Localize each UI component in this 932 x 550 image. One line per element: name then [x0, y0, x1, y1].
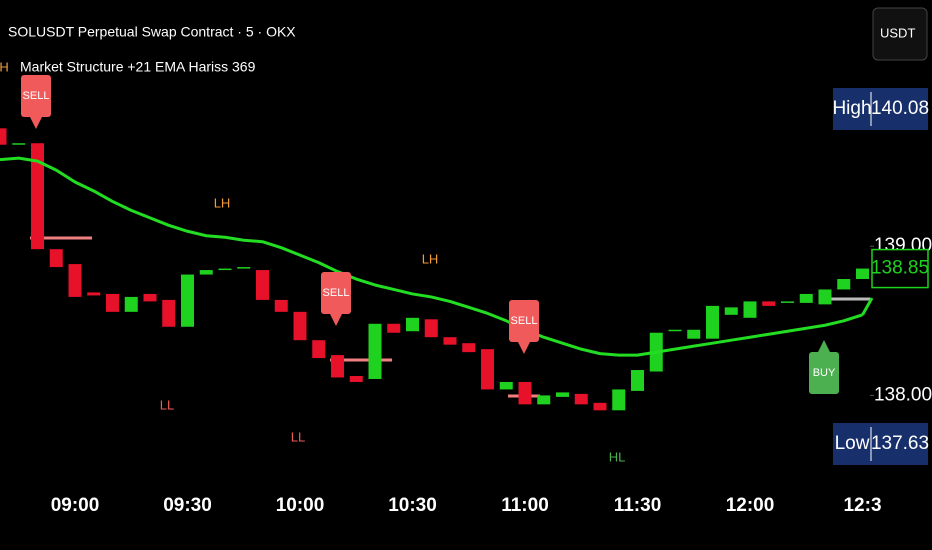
ema-line [0, 156, 863, 357]
candle-body [668, 329, 682, 332]
structure-label: LH [214, 195, 231, 210]
candle-body [743, 301, 757, 318]
candle-body [368, 323, 382, 379]
candle-body [387, 323, 401, 333]
candles [0, 128, 869, 411]
candle-body [143, 293, 157, 302]
info-value: 137.63 [871, 433, 929, 454]
candle-body [537, 395, 551, 405]
signal-pointer [818, 340, 830, 352]
ema-tail [861, 297, 874, 316]
structure-label: LL [291, 429, 305, 444]
candle-body [237, 267, 251, 269]
candle-body [124, 296, 138, 312]
last-price-box [871, 248, 929, 289]
candle-body [218, 268, 232, 271]
info-value: 140.08 [871, 98, 929, 119]
candle-body [162, 299, 176, 327]
signal-label: BUY [813, 367, 836, 379]
last-price: 138.85 [871, 258, 929, 279]
candle-body [106, 293, 119, 312]
candle-body [0, 128, 7, 145]
signal-box [509, 300, 539, 342]
signal-label: SELL [23, 90, 50, 102]
indicator-name: Market Structure +21 EMA Hariss 369 [20, 59, 256, 75]
candle-body [31, 143, 44, 250]
candle-body [481, 349, 494, 390]
candle-body [406, 317, 419, 332]
candle-body [181, 274, 194, 327]
candle-body [706, 305, 719, 339]
chart-title: SOLUSDT Perpetual Swap Contract · 5 · OK… [8, 24, 296, 40]
candle-body [499, 381, 513, 390]
currency-button[interactable] [872, 7, 928, 61]
candle-body [818, 289, 832, 305]
info-box [833, 423, 928, 465]
structure-label: LL [160, 397, 174, 412]
info-box [833, 88, 928, 130]
candle-body [293, 311, 307, 341]
y-tick-label: 138.00 [874, 384, 932, 405]
candle-body [631, 370, 644, 391]
x-tick-label: 10:00 [276, 495, 325, 516]
candle-body [856, 268, 869, 280]
candle-body [331, 355, 344, 378]
candle-body [12, 143, 26, 145]
signal-label: SELL [511, 315, 538, 327]
x-tick-label: 09:00 [51, 495, 100, 516]
candle-body [256, 270, 269, 300]
candle-body [87, 292, 101, 296]
candle-body [274, 299, 288, 312]
candle-body [724, 307, 738, 315]
x-tick-label: 12:3 [843, 495, 881, 516]
signal-box [321, 272, 351, 314]
candle-body [462, 343, 476, 353]
candle-body [799, 293, 813, 303]
signal-box [809, 352, 839, 394]
candle-body [593, 402, 607, 411]
signal-box [21, 75, 51, 117]
candle-body [312, 340, 326, 359]
x-tick-label: 12:00 [726, 495, 775, 516]
candle-body [837, 279, 851, 290]
candle-body [687, 329, 701, 339]
candle-body [49, 249, 63, 268]
structure-label: LH [422, 251, 439, 266]
x-tick-label: 10:30 [388, 495, 437, 516]
candle-body [349, 376, 363, 382]
candle-body [199, 270, 213, 275]
info-label: Low [835, 433, 870, 454]
candle-body [443, 337, 457, 345]
candle-body [781, 301, 794, 303]
candle-body [424, 319, 438, 338]
candle-body [612, 389, 626, 411]
candle-body [518, 381, 532, 405]
currency-label[interactable]: USDT [880, 25, 915, 40]
x-tick-label: 11:00 [501, 495, 549, 516]
candle-body [68, 264, 82, 297]
candle-body [556, 392, 569, 397]
signal-pointer [330, 314, 342, 326]
structure-label: H [0, 59, 9, 74]
candle-body [762, 301, 776, 306]
info-label: High [832, 98, 871, 119]
x-tick-label: 11:30 [614, 495, 662, 516]
signal-pointer [518, 342, 530, 354]
signal-pointer [30, 117, 42, 129]
signal-label: SELL [323, 287, 350, 299]
candle-body [574, 393, 588, 405]
x-tick-label: 09:30 [163, 495, 212, 516]
structure-label: HL [609, 449, 626, 464]
